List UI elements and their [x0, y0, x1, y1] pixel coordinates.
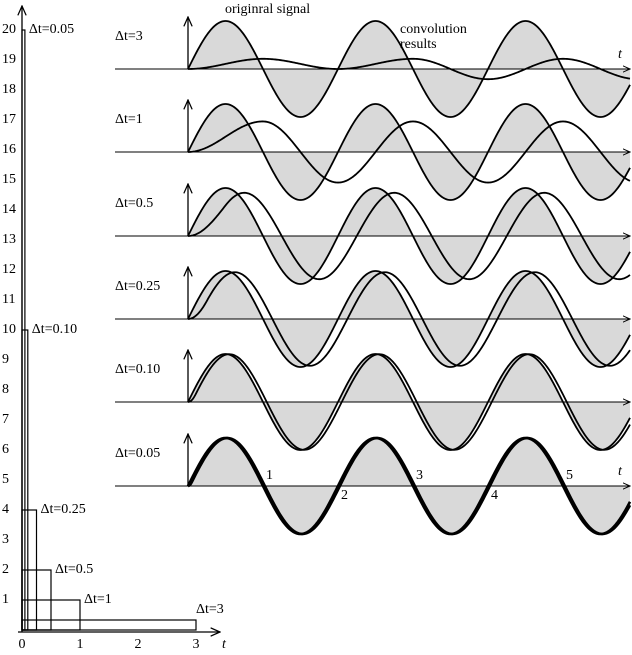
y-tick-label: 10 [2, 322, 16, 337]
crossing-label: 3 [416, 468, 423, 483]
row-label: Δt=0.10 [115, 362, 160, 377]
signal-curve [187, 20, 631, 118]
y-tick-label: 14 [2, 202, 16, 217]
y-tick-label: 7 [2, 412, 9, 427]
signal-curve [187, 187, 631, 285]
crossing-label: 5 [566, 468, 573, 483]
legend-line: convolution [400, 22, 467, 37]
box-label: Δt=0.25 [41, 502, 86, 517]
y-tick-label: 13 [2, 232, 16, 247]
convolution-curve [187, 191, 631, 281]
crossing-label: 4 [491, 488, 498, 503]
box-label: Δt=0.5 [55, 562, 93, 577]
row-label: Δt=1 [115, 112, 143, 127]
title: originral signal [225, 2, 310, 17]
y-tick-label: 4 [2, 502, 9, 517]
pulse-box [21, 29, 26, 631]
y-tick-label: 19 [2, 52, 16, 67]
axis-label: t [618, 47, 623, 62]
box-label: Δt=3 [196, 602, 224, 617]
box-label: Δt=0.05 [29, 22, 74, 37]
box-label: Δt=0.10 [32, 322, 77, 337]
row-label: Δt=0.25 [115, 279, 160, 294]
crossing-label: 1 [266, 468, 273, 483]
convolution-curve [187, 271, 631, 367]
x-tick-label: 2 [135, 637, 142, 652]
axis-label: t [618, 464, 623, 479]
y-tick-label: 6 [2, 442, 9, 457]
y-tick-label: 12 [2, 262, 16, 277]
x-tick-label: 3 [193, 637, 200, 652]
y-tick-label: 15 [2, 172, 16, 187]
x-axis-label: t [222, 637, 227, 652]
y-tick-label: 2 [2, 562, 9, 577]
y-tick-label: 20 [2, 22, 16, 37]
y-tick-label: 17 [2, 112, 16, 127]
convolution-curve [188, 57, 631, 81]
row-label: Δt=0.5 [115, 196, 153, 211]
signal-curve [187, 270, 631, 368]
y-tick-label: 5 [2, 472, 9, 487]
convolution-curve [187, 436, 632, 536]
pulse-box [21, 619, 197, 631]
signal-curve [186, 436, 632, 536]
convolution-curve [187, 353, 631, 451]
row-label: Δt=3 [115, 29, 143, 44]
y-tick-label: 9 [2, 352, 9, 367]
signal-curve [187, 103, 631, 201]
legend-line: results [400, 37, 437, 52]
signal-curve [187, 353, 631, 451]
row-label: Δt=0.05 [115, 446, 160, 461]
convolution-curve [187, 120, 631, 184]
crossing-label: 2 [341, 488, 348, 503]
right-panel: Δt=3 Δt=1 Δt=0.5 Δt=0.25 Δt=0.10 Δt=0.05 t t 1 2 3… [115, 17, 632, 536]
y-tick-label: 16 [2, 142, 16, 157]
y-tick-label: 11 [2, 292, 15, 307]
x-tick-label: 0 [19, 637, 26, 652]
x-tick-label: 1 [77, 637, 84, 652]
box-label: Δt=1 [84, 592, 112, 607]
y-tick-label: 3 [2, 532, 9, 547]
y-tick-label: 1 [2, 592, 9, 607]
y-tick-label: 18 [2, 82, 16, 97]
y-tick-label: 8 [2, 382, 9, 397]
